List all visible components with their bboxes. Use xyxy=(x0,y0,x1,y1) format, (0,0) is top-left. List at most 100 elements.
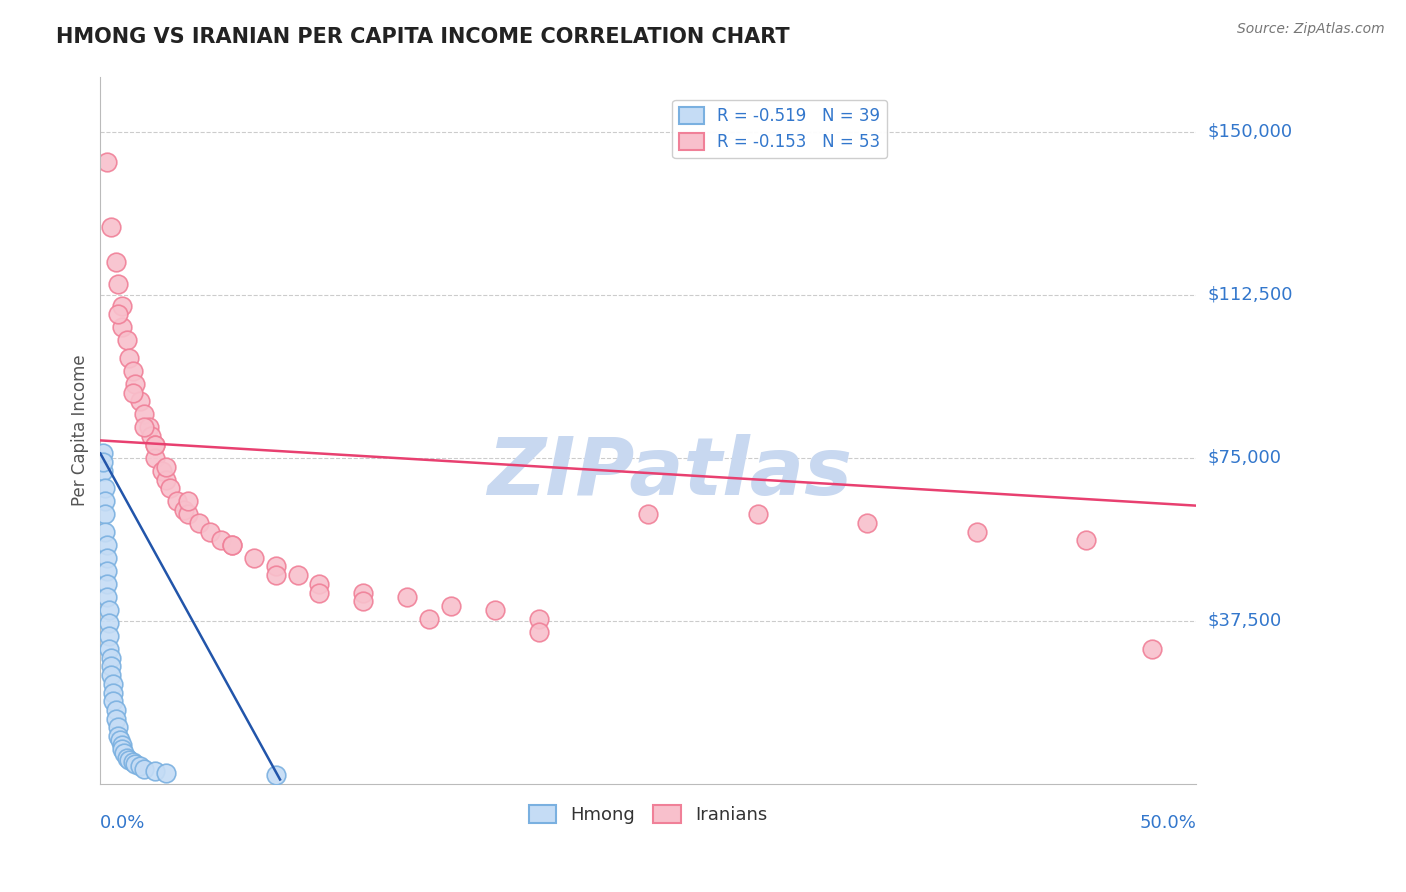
Point xyxy=(747,508,769,522)
Point xyxy=(96,550,118,565)
Point xyxy=(264,768,287,782)
Point xyxy=(100,650,122,665)
Point xyxy=(138,420,160,434)
Point xyxy=(98,629,121,643)
Point xyxy=(100,220,122,235)
Point xyxy=(155,473,177,487)
Point xyxy=(637,508,659,522)
Point xyxy=(91,455,114,469)
Point xyxy=(93,508,115,522)
Point xyxy=(221,538,243,552)
Point xyxy=(96,590,118,604)
Point xyxy=(98,603,121,617)
Text: 0.0%: 0.0% xyxy=(100,814,146,832)
Point xyxy=(100,668,122,682)
Point xyxy=(107,277,129,291)
Point xyxy=(177,494,200,508)
Text: HMONG VS IRANIAN PER CAPITA INCOME CORRELATION CHART: HMONG VS IRANIAN PER CAPITA INCOME CORRE… xyxy=(56,27,790,46)
Point xyxy=(93,481,115,495)
Point xyxy=(173,503,195,517)
Point xyxy=(484,603,506,617)
Point xyxy=(96,538,118,552)
Point xyxy=(100,659,122,673)
Point xyxy=(352,585,374,599)
Point xyxy=(118,753,141,767)
Point xyxy=(91,446,114,460)
Point xyxy=(856,516,879,530)
Point xyxy=(96,577,118,591)
Point xyxy=(1140,642,1163,657)
Point xyxy=(264,559,287,574)
Point xyxy=(1076,533,1098,548)
Text: 50.0%: 50.0% xyxy=(1139,814,1197,832)
Point xyxy=(143,438,166,452)
Point xyxy=(111,738,134,752)
Point xyxy=(139,429,162,443)
Point xyxy=(122,755,145,769)
Legend: R = -0.519   N = 39, R = -0.153   N = 53: R = -0.519 N = 39, R = -0.153 N = 53 xyxy=(672,100,887,158)
Point xyxy=(308,577,330,591)
Point xyxy=(103,677,125,691)
Point xyxy=(143,764,166,778)
Point xyxy=(242,550,264,565)
Point xyxy=(104,712,127,726)
Point xyxy=(111,742,134,756)
Point xyxy=(308,585,330,599)
Point xyxy=(150,464,173,478)
Point xyxy=(104,703,127,717)
Point xyxy=(143,438,166,452)
Point xyxy=(107,720,129,734)
Point xyxy=(352,594,374,608)
Point xyxy=(155,766,177,780)
Point xyxy=(527,612,550,626)
Point xyxy=(115,751,138,765)
Point xyxy=(128,759,150,773)
Point xyxy=(134,420,156,434)
Text: $75,000: $75,000 xyxy=(1208,449,1281,467)
Point xyxy=(221,538,243,552)
Point xyxy=(159,481,181,495)
Point xyxy=(188,516,211,530)
Point xyxy=(128,394,150,409)
Point xyxy=(111,299,134,313)
Point xyxy=(114,747,136,761)
Point xyxy=(103,694,125,708)
Text: ZIPatlas: ZIPatlas xyxy=(488,434,852,512)
Point xyxy=(98,615,121,630)
Point xyxy=(966,524,988,539)
Point xyxy=(111,320,134,334)
Point xyxy=(115,334,138,348)
Text: Source: ZipAtlas.com: Source: ZipAtlas.com xyxy=(1237,22,1385,37)
Point xyxy=(134,408,156,422)
Point xyxy=(155,459,177,474)
Point xyxy=(177,508,200,522)
Point xyxy=(287,568,309,582)
Point xyxy=(93,494,115,508)
Point xyxy=(122,364,145,378)
Point xyxy=(93,524,115,539)
Point xyxy=(143,450,166,465)
Point xyxy=(122,385,145,400)
Point xyxy=(527,624,550,639)
Point xyxy=(198,524,221,539)
Point xyxy=(264,568,287,582)
Point xyxy=(103,685,125,699)
Point xyxy=(209,533,232,548)
Point xyxy=(396,590,419,604)
Point xyxy=(108,733,131,747)
Point xyxy=(134,762,156,776)
Text: $112,500: $112,500 xyxy=(1208,285,1292,304)
Point xyxy=(118,351,141,365)
Point xyxy=(107,307,129,321)
Point xyxy=(107,729,129,743)
Text: $37,500: $37,500 xyxy=(1208,612,1281,630)
Point xyxy=(124,757,146,772)
Point xyxy=(96,564,118,578)
Point xyxy=(96,155,118,169)
Text: $150,000: $150,000 xyxy=(1208,123,1292,141)
Y-axis label: Per Capita Income: Per Capita Income xyxy=(72,355,89,507)
Point xyxy=(104,255,127,269)
Point xyxy=(91,464,114,478)
Point xyxy=(98,642,121,657)
Point xyxy=(124,376,146,391)
